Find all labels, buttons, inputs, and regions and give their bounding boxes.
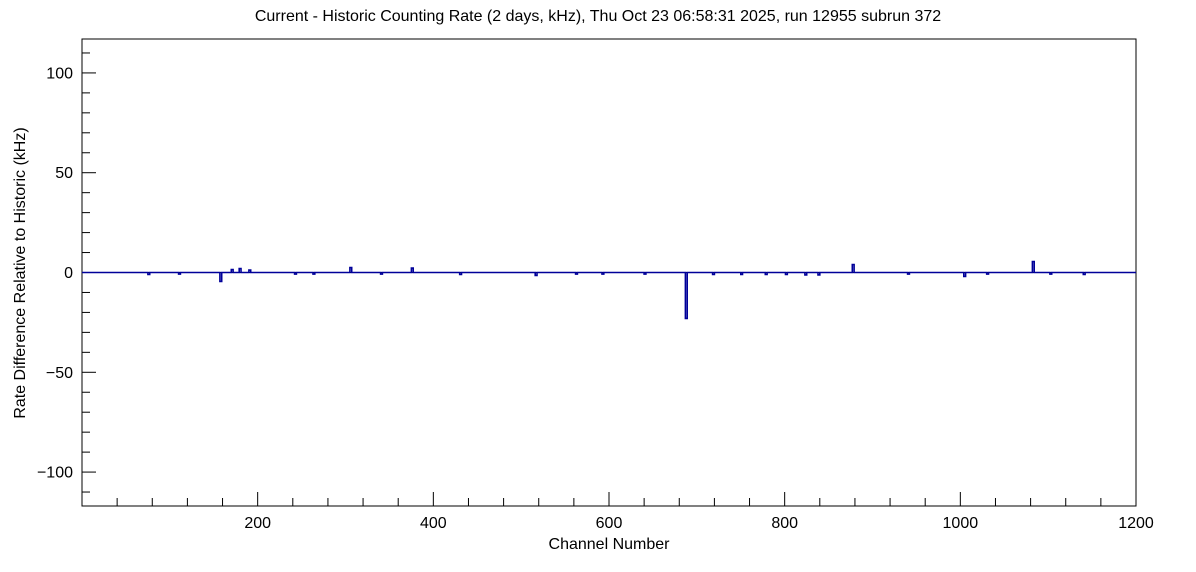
y-axis-tick-label: −100 [37, 465, 73, 482]
x-axis-tick-label: 1000 [943, 515, 979, 532]
histogram-line [82, 260, 1136, 320]
x-axis-tick-label: 400 [420, 515, 447, 532]
y-axis-tick-label: −50 [46, 365, 73, 382]
y-axis-tick-label: 0 [64, 265, 73, 282]
y-axis-tick-label: 50 [55, 165, 73, 182]
x-axis-tick-label: 200 [244, 515, 271, 532]
chart-title: Current - Historic Counting Rate (2 days… [254, 8, 942, 25]
x-axis-tick-label: 800 [771, 515, 798, 532]
x-axis-tick-label: 1200 [1118, 515, 1154, 532]
x-axis-tick-label: 600 [596, 515, 623, 532]
y-axis-tick-label: 100 [46, 65, 73, 82]
x-axis-title: Channel Number [548, 536, 670, 553]
y-axis-title: Rate Difference Relative to Historic (kH… [12, 127, 29, 419]
